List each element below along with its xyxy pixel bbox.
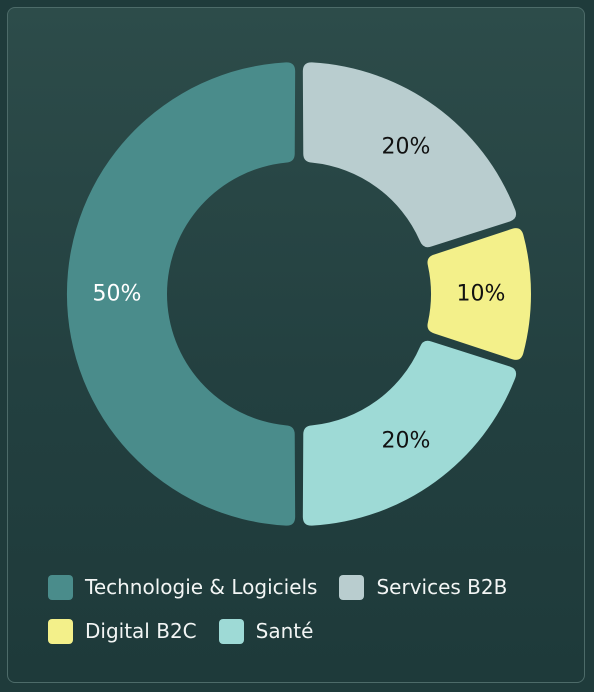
donut-slice-digital-b2c[interactable] <box>427 228 531 360</box>
legend-label: Technologie & Logiciels <box>85 575 318 599</box>
slice-value-label: 10% <box>457 282 506 307</box>
legend-swatch <box>339 574 365 600</box>
legend-label: Services B2B <box>376 575 508 599</box>
chart-card: 50% 20% 10% 20% Technologie & Logiciels Ser… <box>7 7 585 683</box>
slice-value-label: 20% <box>382 134 431 159</box>
donut-slice-sante[interactable] <box>302 340 517 526</box>
slice-value-label: 20% <box>382 429 431 454</box>
legend-swatch <box>48 574 73 600</box>
legend-item-technologie[interactable]: Technologie & Logiciels <box>48 574 317 600</box>
chart-legend: Technologie & Logiciels Services B2B Dig… <box>48 574 578 644</box>
legend-item-services-b2b[interactable]: Services B2B <box>339 574 507 600</box>
legend-label: Santé <box>255 619 314 643</box>
donut-chart: 50% 20% 10% 20% <box>66 62 531 526</box>
legend-label: Digital B2C <box>85 619 197 643</box>
donut-slice-technologie-logiciels[interactable] <box>66 62 296 526</box>
legend-item-digital-b2c[interactable]: Digital B2C <box>48 618 197 644</box>
legend-swatch <box>218 618 244 644</box>
donut-slice-services-b2b[interactable] <box>302 62 517 248</box>
slice-value-label: 50% <box>93 282 142 307</box>
legend-swatch <box>48 618 73 644</box>
legend-item-sante[interactable]: Santé <box>218 618 314 644</box>
